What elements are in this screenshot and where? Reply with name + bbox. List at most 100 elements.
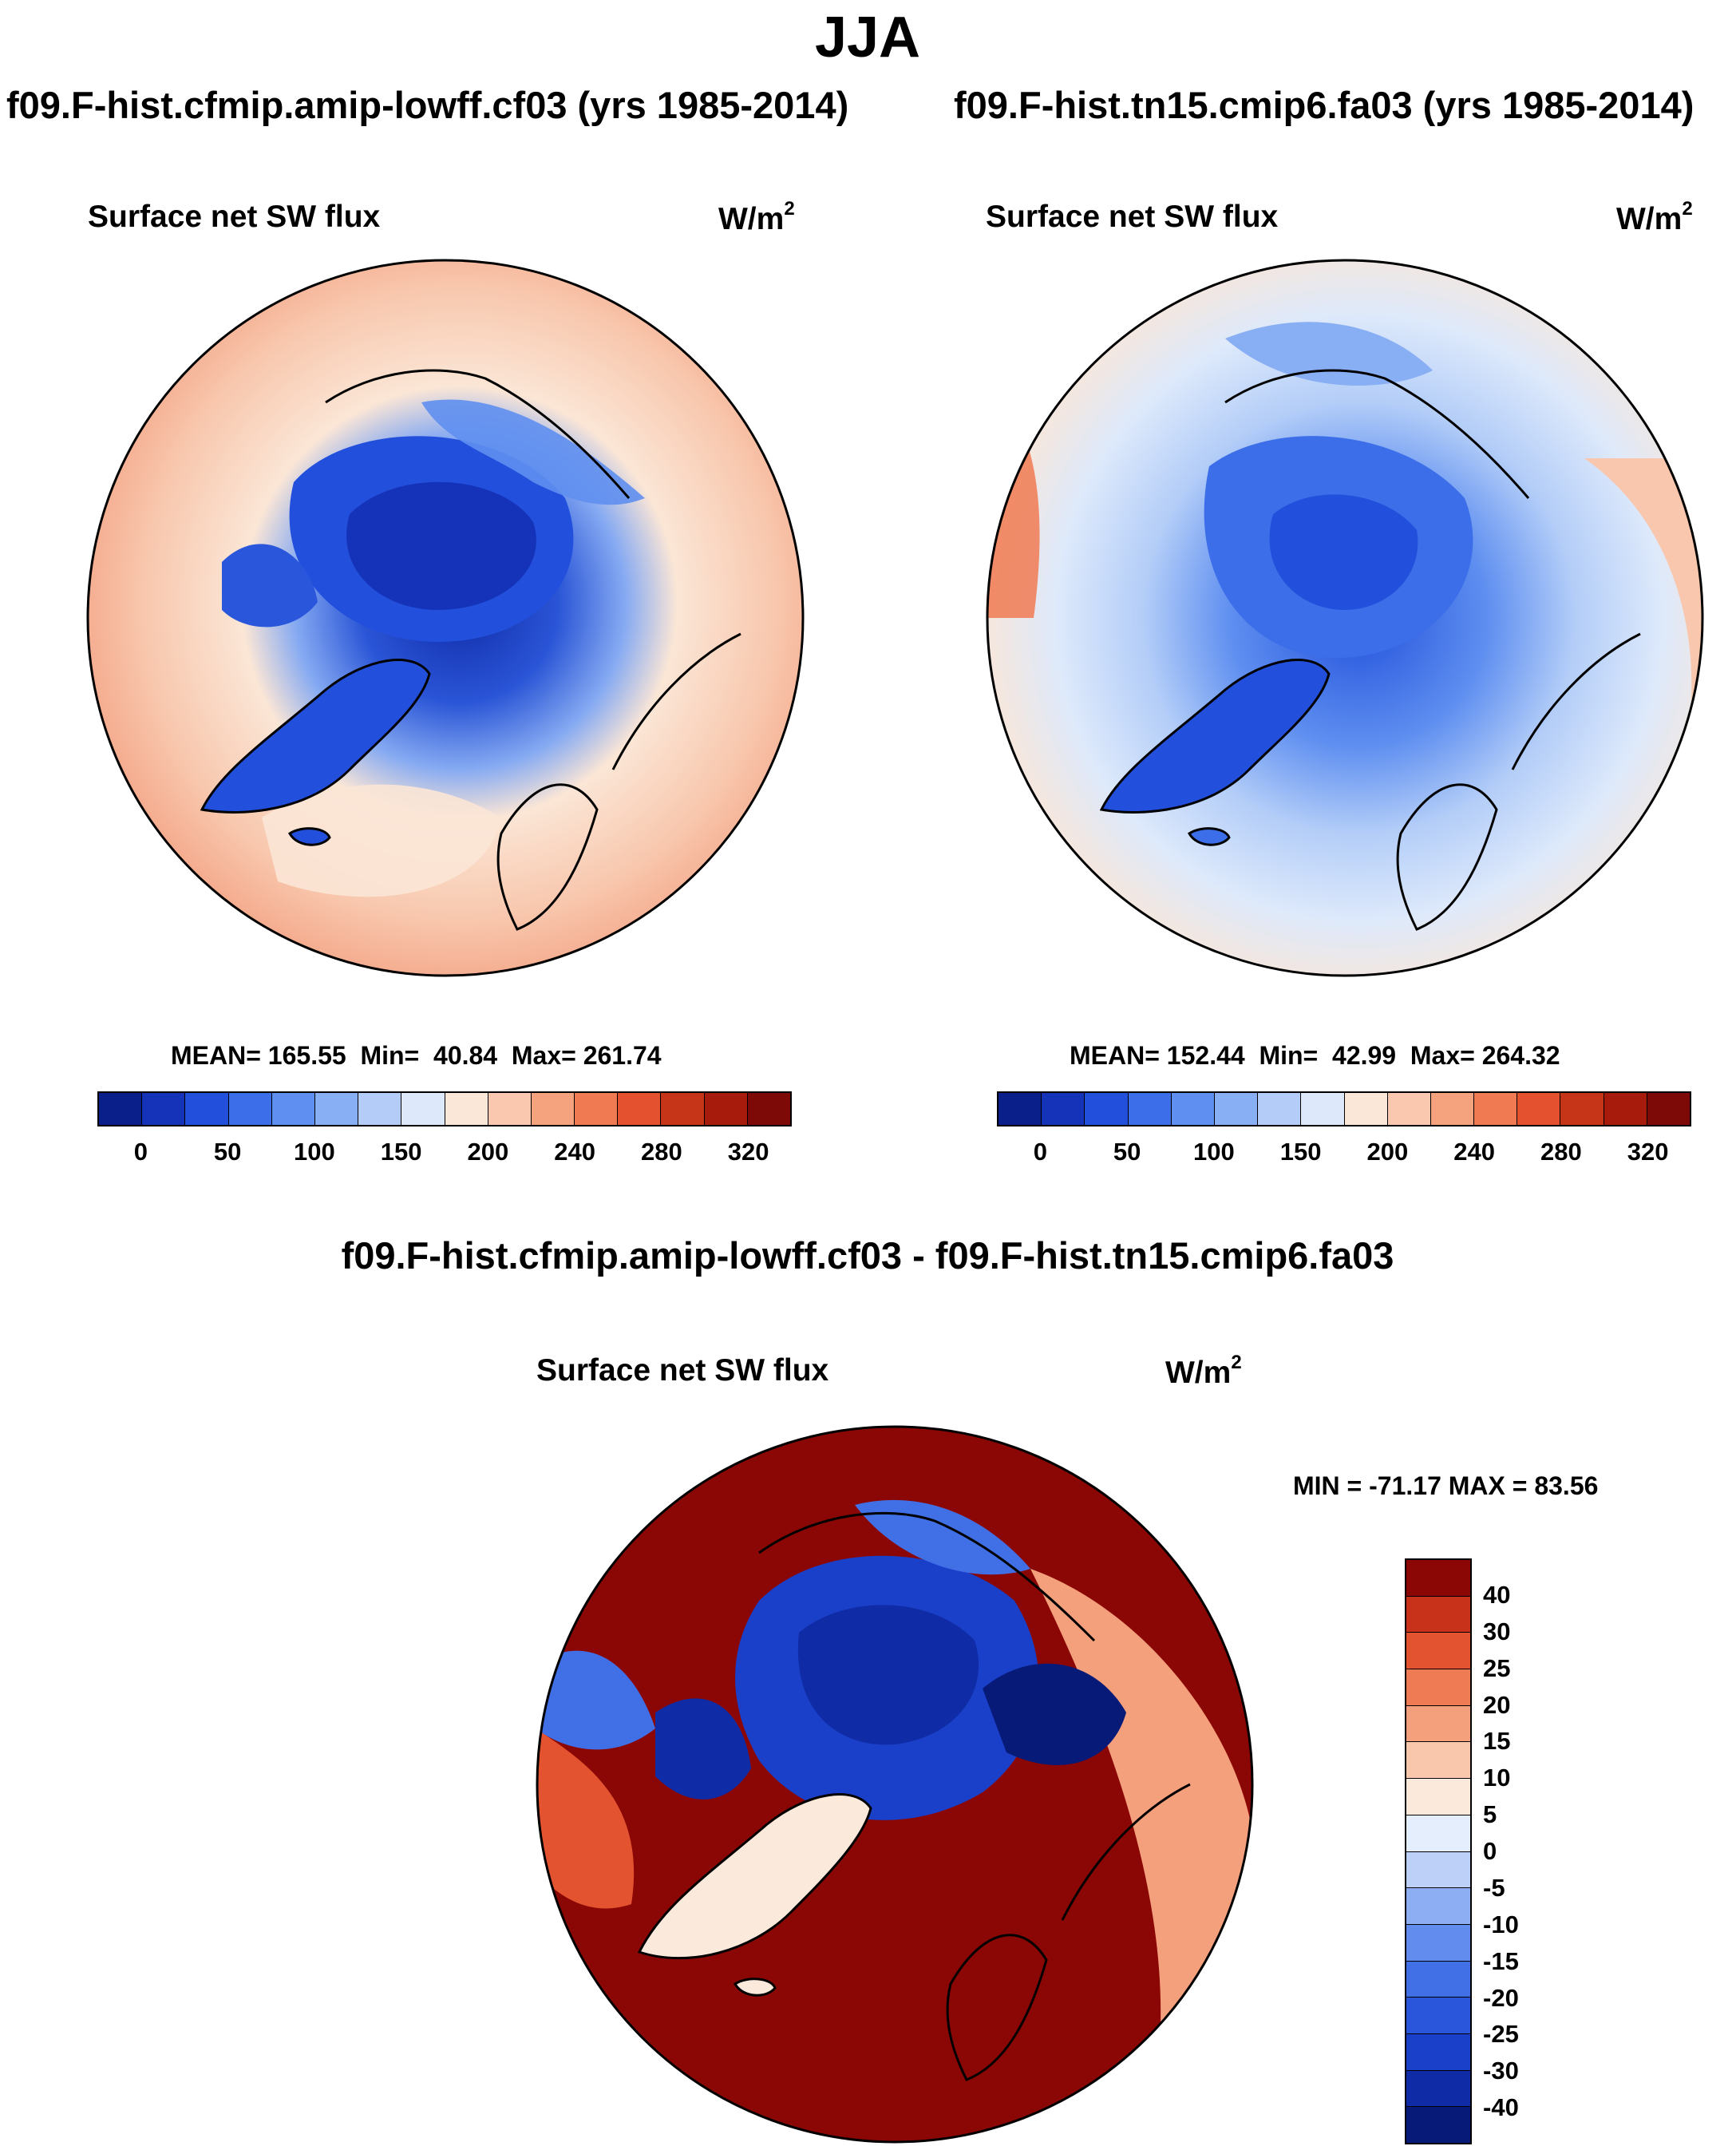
colorbar-tick-label: -40 <box>1483 2093 1519 2122</box>
colorbar-tick-label: 100 <box>1193 1138 1235 1166</box>
colorbar-tick-label: -25 <box>1483 2020 1519 2049</box>
colorbar-swatch <box>1128 1093 1172 1125</box>
panel2-variable-label: Surface net SW flux <box>986 200 1279 234</box>
panel1-field-blob-siberia <box>421 399 645 505</box>
colorbar-swatch <box>1171 1093 1215 1125</box>
colorbar-tick-label: -10 <box>1483 1910 1519 1938</box>
colorbar-swatch <box>1474 1093 1518 1125</box>
colorbar-swatch <box>1085 1093 1129 1125</box>
colorbar-tick-label: 240 <box>1453 1138 1495 1166</box>
panel2-polar-map <box>986 259 1704 977</box>
colorbar-tick-label: 150 <box>380 1138 422 1166</box>
colorbar-swatch <box>99 1093 143 1125</box>
panel2-field-blob-siberia <box>1225 322 1433 386</box>
colorbar-swatch <box>1406 1560 1470 1597</box>
colorbar-tick-label: 40 <box>1483 1580 1511 1609</box>
colorbar-swatch <box>1406 1596 1470 1633</box>
colorbar-swatch <box>1517 1093 1561 1125</box>
diff-field-blob-siberia <box>983 1663 1126 1765</box>
panel1-coastlines <box>200 369 741 931</box>
colorbar-swatch <box>1406 1998 1470 2034</box>
colorbar-tick-label: 25 <box>1483 1653 1511 1682</box>
colorbar-tick-label: -15 <box>1483 1946 1519 1975</box>
diff-field-blob-canada <box>655 1698 751 1800</box>
panel1-alaska-coast <box>611 632 741 770</box>
diff-alaska-coast <box>1061 1783 1191 1921</box>
colorbar-tick-label: 0 <box>1483 1837 1497 1865</box>
panel2-coastlines <box>1099 369 1641 931</box>
diff-greenland-outline <box>637 1793 872 1960</box>
panel1-scandinavia-outline <box>496 783 599 931</box>
colorbar-swatch <box>142 1093 186 1125</box>
colorbar-tick-label: 200 <box>467 1138 509 1166</box>
colorbar-tick-label: -5 <box>1483 1873 1505 1902</box>
diff-iceland-outline <box>734 1978 777 1997</box>
panel1-max-value: 261.74 <box>583 1041 662 1070</box>
panel2-field-blob-pacific <box>987 378 1040 618</box>
diff-variable-label: Surface net SW flux <box>536 1353 829 1388</box>
colorbar-tick-label: 50 <box>1113 1138 1141 1166</box>
panel1-siberia-coast <box>325 369 631 499</box>
panel2-stats: MEAN= 152.44 Min= 42.99 Max= 264.32 <box>1070 1041 1560 1070</box>
colorbar-swatch <box>1406 1888 1470 1925</box>
panel1-mean-value: 165.55 <box>267 1041 346 1070</box>
diff-scandinavia-outline <box>946 1934 1048 2081</box>
colorbar-swatch <box>704 1093 748 1125</box>
colorbar-swatch <box>1406 1851 1470 1889</box>
panel2-iceland-outline <box>1188 827 1231 846</box>
colorbar-tick-label: 10 <box>1483 1764 1511 1792</box>
colorbar-swatch <box>1604 1093 1647 1125</box>
colorbar-tick-label: 20 <box>1483 1690 1511 1719</box>
colorbar-tick-label: 5 <box>1483 1800 1497 1829</box>
colorbar-swatch <box>1344 1093 1388 1125</box>
panel1-polar-map <box>86 259 805 977</box>
diff-field-blob-west-blue <box>537 1650 655 1750</box>
panel2-min-value: 42.99 <box>1332 1041 1397 1070</box>
panel1-colorbar <box>97 1091 792 1126</box>
diff-coastlines <box>637 1511 1191 2081</box>
panel2-siberia-coast <box>1224 369 1530 499</box>
colorbar-swatch <box>1406 2107 1470 2143</box>
colorbar-swatch <box>445 1093 488 1125</box>
colorbar-swatch <box>618 1093 662 1125</box>
colorbar-tick-label: 320 <box>727 1138 769 1166</box>
diff-minmax-label: MIN = -71.17 MAX = 83.56 <box>1293 1471 1599 1500</box>
colorbar-swatch <box>1560 1093 1604 1125</box>
diff-siberia-coast <box>758 1511 1096 1642</box>
panel2-field-blob-arctic-core <box>1269 494 1418 610</box>
panel1-greenland-outline <box>200 659 431 814</box>
diff-units: W/m2 <box>1165 1352 1242 1390</box>
panel2-mean-value: 152.44 <box>1166 1041 1245 1070</box>
colorbar-swatch <box>1406 1924 1470 1962</box>
colorbar-tick-label: 50 <box>213 1138 242 1166</box>
colorbar-swatch <box>1214 1093 1259 1125</box>
colorbar-tick-label: -30 <box>1483 2057 1519 2085</box>
colorbar-tick-label: 0 <box>133 1138 148 1166</box>
colorbar-swatch <box>747 1093 790 1125</box>
colorbar-swatch <box>1406 2070 1470 2108</box>
panel1-map-boundary <box>86 259 805 977</box>
colorbar-swatch <box>185 1093 229 1125</box>
colorbar-swatch <box>1258 1093 1302 1125</box>
colorbar-tick-label: 150 <box>1279 1138 1322 1166</box>
colorbar-tick-label: 30 <box>1483 1617 1511 1645</box>
colorbar-swatch <box>1406 1705 1470 1743</box>
panel2-map-boundary <box>986 259 1704 977</box>
colorbar-swatch <box>531 1093 575 1125</box>
diff-field-blob-siberia-north <box>855 1499 1030 1575</box>
colorbar-swatch <box>1406 1669 1470 1706</box>
colorbar-tick-label: 280 <box>1540 1138 1582 1166</box>
diff-field-blob-west-red <box>537 1728 635 1909</box>
panel2-scandinavia-outline <box>1396 783 1498 931</box>
panel1-variable-label: Surface net SW flux <box>88 200 381 234</box>
colorbar-tick-label: 280 <box>641 1138 682 1166</box>
colorbar-swatch <box>1387 1093 1431 1125</box>
colorbar-swatch <box>575 1093 619 1125</box>
panel1-field-blob-canada <box>222 544 318 628</box>
colorbar-tick-label: -20 <box>1483 1983 1519 2012</box>
diff-field-blob-arctic-core <box>797 1605 979 1745</box>
panel1-field-blob-arctic-core <box>346 481 536 610</box>
main-title: JJA <box>814 6 921 69</box>
panel2-max-value: 264.32 <box>1481 1041 1560 1070</box>
panel2-case-title: f09.F-hist.tn15.cmip6.fa03 (yrs 1985-201… <box>954 84 1694 126</box>
